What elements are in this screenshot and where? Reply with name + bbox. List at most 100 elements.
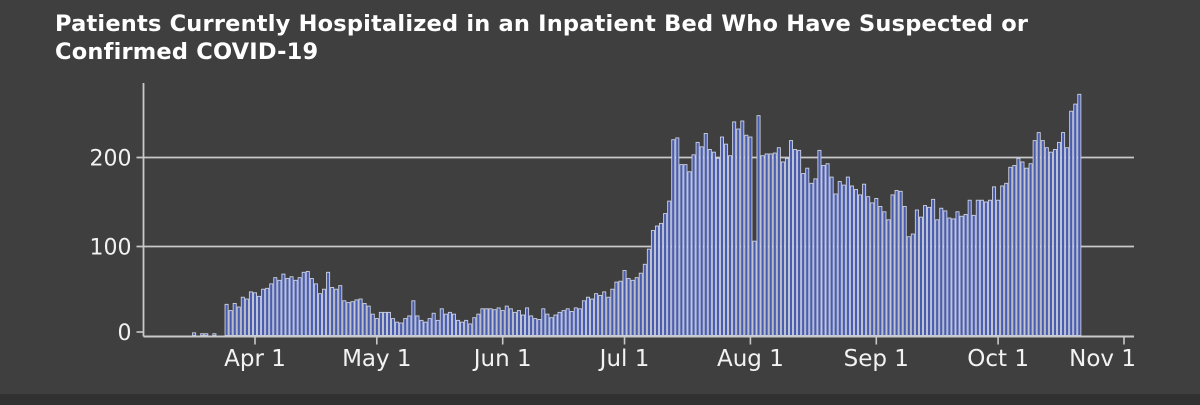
bar[interactable]: [431, 312, 436, 336]
bar[interactable]: [411, 300, 416, 336]
bar[interactable]: [801, 173, 806, 336]
bar[interactable]: [1016, 157, 1021, 336]
bar[interactable]: [334, 288, 339, 336]
bar[interactable]: [476, 313, 481, 336]
bar[interactable]: [1061, 132, 1066, 336]
bar[interactable]: [967, 199, 972, 336]
bar[interactable]: [724, 143, 729, 336]
bar[interactable]: [744, 134, 749, 336]
bar[interactable]: [1048, 151, 1053, 336]
bar[interactable]: [805, 167, 810, 336]
bar[interactable]: [752, 240, 757, 336]
bar[interactable]: [289, 276, 294, 336]
bar[interactable]: [711, 151, 716, 336]
bar[interactable]: [204, 333, 209, 336]
bar[interactable]: [297, 277, 302, 336]
bar[interactable]: [569, 311, 574, 336]
bar[interactable]: [630, 279, 635, 336]
bar[interactable]: [305, 270, 310, 336]
bar[interactable]: [488, 308, 493, 336]
bar[interactable]: [845, 176, 850, 336]
bar[interactable]: [192, 332, 197, 336]
bar[interactable]: [285, 278, 290, 336]
bar[interactable]: [809, 182, 814, 336]
bar[interactable]: [330, 286, 335, 336]
bar[interactable]: [902, 205, 907, 336]
bar[interactable]: [947, 217, 952, 336]
bar[interactable]: [240, 296, 245, 336]
bar[interactable]: [914, 209, 919, 336]
bar[interactable]: [508, 308, 513, 336]
bar[interactable]: [512, 311, 517, 336]
bar[interactable]: [671, 139, 676, 336]
bar[interactable]: [756, 115, 761, 336]
bar[interactable]: [923, 205, 928, 336]
bar[interactable]: [354, 299, 359, 336]
bar[interactable]: [378, 311, 383, 336]
bar[interactable]: [500, 310, 505, 336]
bar[interactable]: [585, 296, 590, 336]
bar[interactable]: [1004, 182, 1009, 336]
bar[interactable]: [699, 146, 704, 336]
bar[interactable]: [358, 298, 363, 336]
bar[interactable]: [382, 311, 387, 336]
bar[interactable]: [350, 301, 355, 336]
bar[interactable]: [212, 333, 217, 336]
bar[interactable]: [772, 152, 777, 336]
bar[interactable]: [565, 308, 570, 336]
bar[interactable]: [224, 303, 229, 336]
bar[interactable]: [849, 185, 854, 336]
bar[interactable]: [492, 309, 497, 336]
bar[interactable]: [646, 248, 651, 336]
bar[interactable]: [890, 194, 895, 336]
bar[interactable]: [472, 317, 477, 336]
bar[interactable]: [935, 219, 940, 336]
bar[interactable]: [1052, 149, 1057, 336]
bar[interactable]: [309, 278, 314, 336]
bar[interactable]: [545, 313, 550, 336]
bar[interactable]: [784, 157, 789, 336]
bar[interactable]: [971, 214, 976, 336]
bar[interactable]: [817, 149, 822, 336]
bar[interactable]: [736, 128, 741, 336]
bar[interactable]: [537, 319, 542, 336]
bar[interactable]: [301, 271, 306, 336]
bar[interactable]: [521, 314, 526, 336]
bar[interactable]: [557, 311, 562, 336]
bar[interactable]: [439, 308, 444, 336]
bar[interactable]: [663, 213, 668, 336]
bar[interactable]: [638, 272, 643, 336]
bar[interactable]: [1020, 161, 1025, 336]
bar[interactable]: [987, 199, 992, 336]
bar[interactable]: [561, 310, 566, 336]
bar[interactable]: [313, 283, 318, 336]
bar[interactable]: [1040, 140, 1045, 336]
bar[interactable]: [443, 313, 448, 336]
bar[interactable]: [407, 315, 412, 336]
bar[interactable]: [248, 291, 253, 336]
bar[interactable]: [853, 189, 858, 336]
bar[interactable]: [529, 315, 534, 336]
bar[interactable]: [573, 307, 578, 336]
bar[interactable]: [866, 196, 871, 336]
bar[interactable]: [1057, 141, 1062, 336]
bar[interactable]: [553, 314, 558, 336]
bar[interactable]: [996, 199, 1001, 336]
bar[interactable]: [244, 298, 249, 336]
bar[interactable]: [606, 296, 611, 336]
bar[interactable]: [342, 300, 347, 336]
bar[interactable]: [533, 318, 538, 336]
bar[interactable]: [793, 149, 798, 336]
bar[interactable]: [931, 198, 936, 336]
bar[interactable]: [975, 199, 980, 336]
bar[interactable]: [581, 300, 586, 336]
bar[interactable]: [906, 236, 911, 336]
bar[interactable]: [257, 295, 262, 336]
bar[interactable]: [780, 161, 785, 336]
bar[interactable]: [387, 311, 392, 336]
bar[interactable]: [1008, 166, 1013, 336]
bar[interactable]: [797, 149, 802, 336]
bar[interactable]: [837, 181, 842, 336]
bar[interactable]: [370, 313, 375, 336]
bar[interactable]: [959, 215, 964, 336]
